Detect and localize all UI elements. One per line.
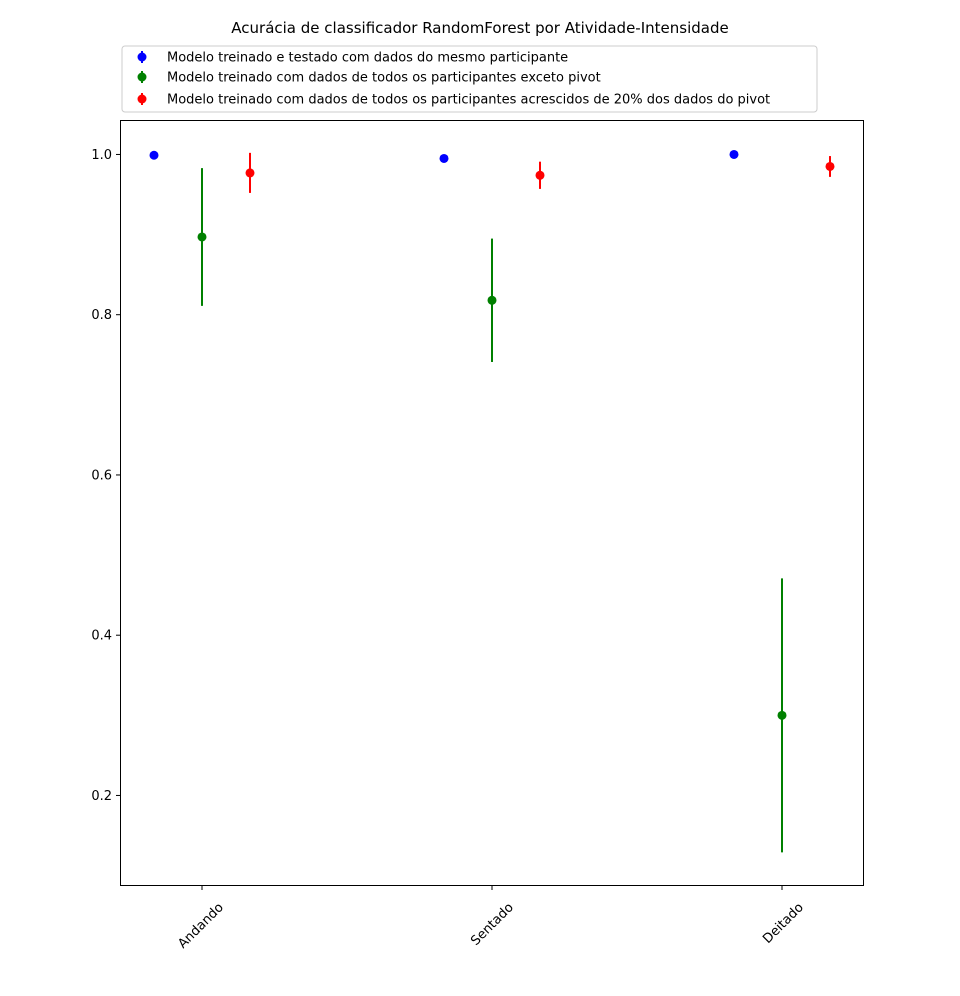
legend-item: Modelo treinado com dados de todos os pa…	[137, 71, 601, 86]
x-tick-label: Sentado	[468, 900, 517, 949]
legend: Modelo treinado e testado com dados do m…	[121, 45, 818, 113]
y-tick-label: 0.6	[91, 468, 112, 483]
data-point	[197, 232, 207, 242]
series-3	[245, 152, 835, 193]
series-2	[197, 168, 787, 853]
data-point	[825, 161, 835, 171]
y-axis: 0.2 0.4 0.6 0.8 1.0	[91, 148, 120, 804]
legend-marker	[137, 72, 147, 82]
data-point	[439, 153, 449, 163]
y-tick-label: 0.8	[91, 308, 112, 323]
data-point	[245, 168, 255, 178]
data-point	[535, 170, 545, 180]
legend-item: Modelo treinado com dados de todos os pa…	[137, 93, 770, 108]
legend-marker	[137, 94, 147, 104]
data-point	[777, 710, 787, 720]
y-tick-label: 1.0	[91, 148, 112, 163]
legend-item: Modelo treinado e testado com dados do m…	[137, 51, 568, 66]
series-1	[149, 149, 739, 163]
legend-frame	[121, 45, 818, 113]
data-marks	[149, 149, 835, 853]
chart-title: Acurácia de classificador RandomForest p…	[231, 19, 728, 37]
legend-marker	[137, 52, 147, 62]
data-point	[149, 150, 159, 160]
x-tick-label: Deitado	[760, 900, 807, 947]
y-tick-label: 0.2	[91, 789, 112, 804]
plot-area-frame	[120, 120, 864, 886]
data-point	[487, 295, 497, 305]
y-tick-label: 0.4	[91, 629, 112, 644]
legend-label: Modelo treinado com dados de todos os pa…	[167, 71, 601, 86]
legend-label: Modelo treinado e testado com dados do m…	[167, 51, 568, 66]
legend-label: Modelo treinado com dados de todos os pa…	[167, 93, 770, 108]
x-tick-label: Andando	[175, 900, 227, 952]
data-point	[729, 149, 739, 159]
x-axis: Andando Sentado Deitado	[175, 886, 807, 952]
